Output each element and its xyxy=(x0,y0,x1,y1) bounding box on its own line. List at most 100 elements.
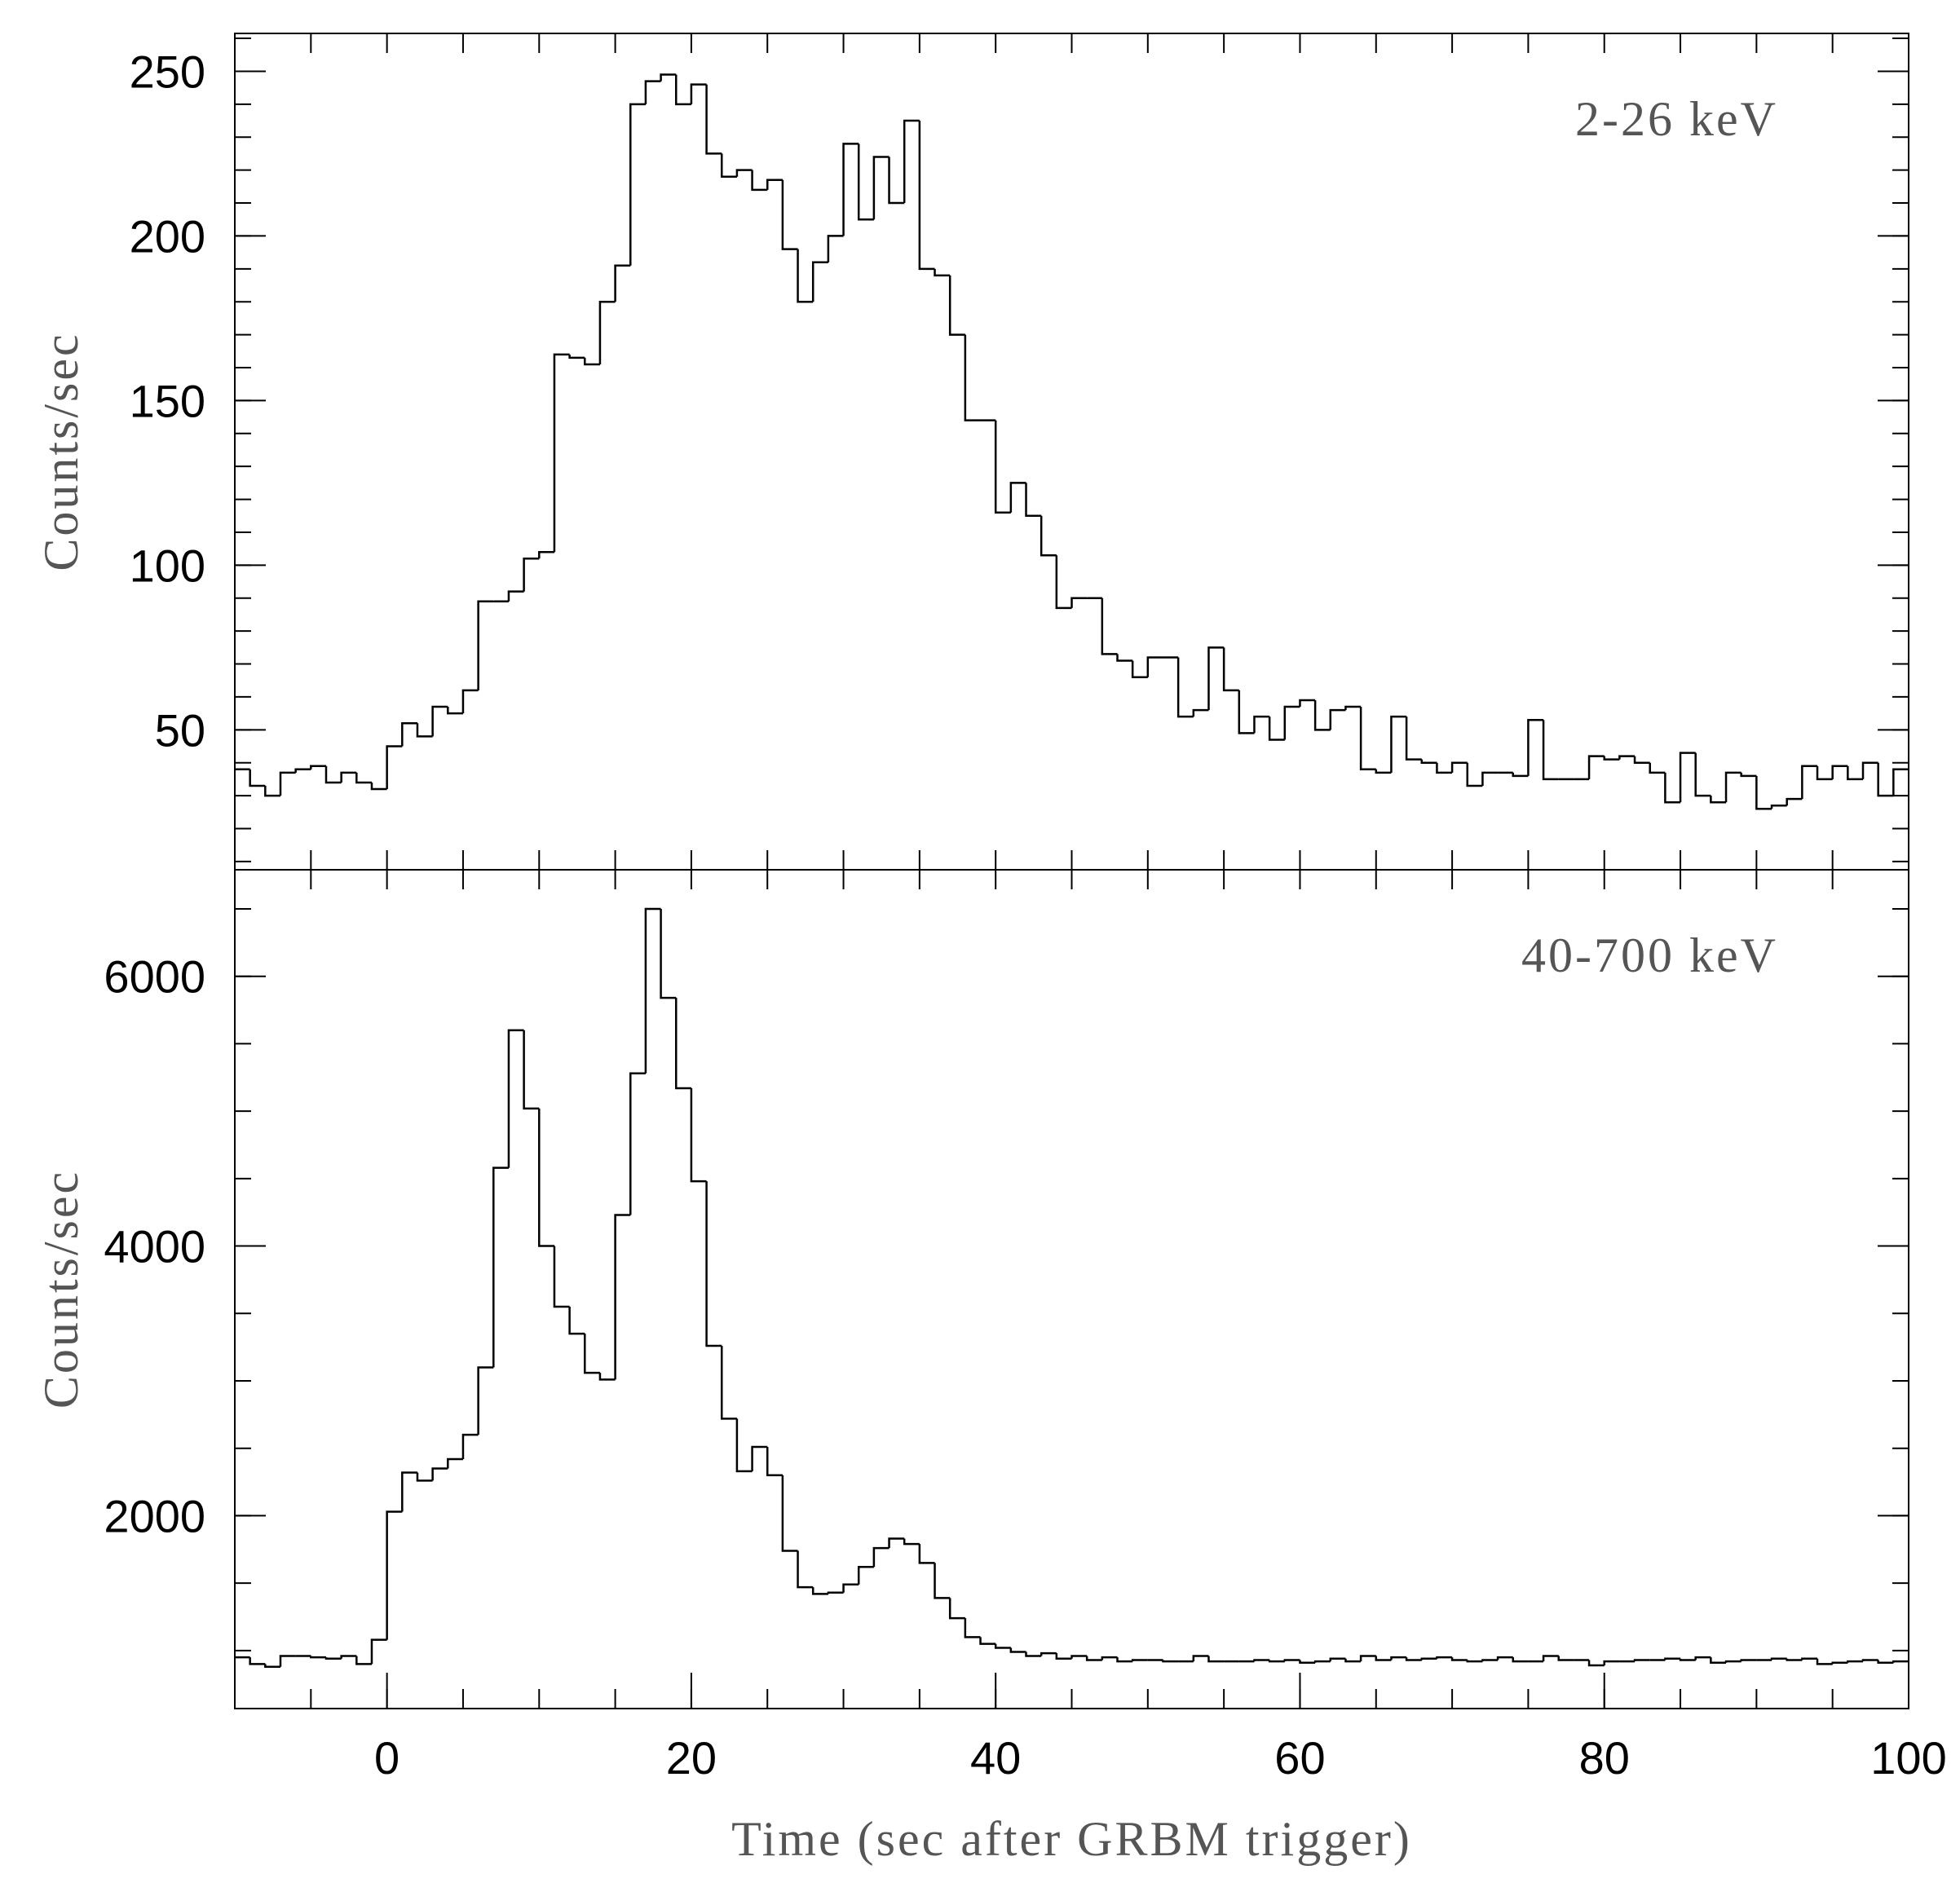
histogram-step xyxy=(340,1655,357,1659)
histogram-step xyxy=(842,1583,859,1593)
histogram-step xyxy=(1146,656,1163,677)
y-axis-label: Counts/sec xyxy=(34,332,88,571)
histogram-step xyxy=(401,721,417,747)
histogram-step xyxy=(1861,761,1878,779)
histogram-step xyxy=(690,1088,707,1183)
histogram-step xyxy=(1253,715,1270,734)
x-tick-label: 80 xyxy=(1579,1732,1630,1784)
histogram-step xyxy=(1679,752,1696,803)
histogram-step xyxy=(507,1029,524,1168)
histogram-step xyxy=(705,1181,722,1347)
histogram-step xyxy=(1055,555,1072,610)
histogram-step xyxy=(1025,1651,1042,1657)
y-axis-label: Counts/sec xyxy=(34,1170,88,1409)
histogram-step xyxy=(629,103,646,266)
histogram-step xyxy=(1025,483,1042,518)
histogram-step xyxy=(781,179,798,250)
histogram-step xyxy=(1436,762,1453,774)
histogram-step xyxy=(1192,1655,1209,1662)
histogram-step xyxy=(705,84,722,155)
histogram-step xyxy=(324,765,342,784)
histogram-step xyxy=(1664,1657,1681,1660)
histogram-step xyxy=(872,1546,890,1568)
histogram-step xyxy=(857,143,874,221)
histogram-step xyxy=(1359,1655,1376,1662)
histogram-step xyxy=(1861,1659,1878,1662)
histogram-step xyxy=(1481,771,1499,786)
histogram-step xyxy=(811,261,828,302)
histogram-step xyxy=(431,705,448,737)
histogram-step xyxy=(370,1638,387,1665)
histogram-step xyxy=(1816,1658,1833,1665)
histogram-step xyxy=(568,1307,585,1335)
histogram-step xyxy=(584,357,600,366)
histogram-step xyxy=(401,1471,417,1512)
histogram-step xyxy=(1253,1659,1270,1662)
histogram-step xyxy=(1512,1657,1529,1663)
histogram-step xyxy=(1344,705,1362,711)
histogram-step xyxy=(1542,1655,1559,1662)
histogram-step xyxy=(1268,1660,1285,1663)
histogram-step xyxy=(340,771,357,783)
y-tick-label: 4000 xyxy=(104,1221,205,1272)
histogram-step xyxy=(811,1587,828,1595)
histogram-step xyxy=(507,590,524,602)
histogram-step xyxy=(1055,1653,1072,1660)
histogram-step xyxy=(1679,1658,1696,1661)
histogram-step xyxy=(598,300,616,364)
histogram-step xyxy=(827,235,844,262)
x-tick-label: 100 xyxy=(1870,1732,1946,1784)
histogram-step xyxy=(1116,1657,1133,1663)
histogram-step xyxy=(979,1637,996,1645)
histogram-step xyxy=(1162,1660,1179,1663)
histogram-step xyxy=(994,420,1011,514)
histogram-step xyxy=(355,772,372,784)
histogram-step xyxy=(903,119,920,204)
histogram-step xyxy=(1131,660,1148,678)
histogram-step xyxy=(1466,762,1483,787)
histogram-step xyxy=(584,1334,600,1374)
histogram-step xyxy=(644,907,661,1074)
histogram-step xyxy=(1786,797,1803,806)
y-tick-label: 150 xyxy=(130,375,205,426)
x-tick-label: 60 xyxy=(1274,1732,1325,1784)
histogram-step xyxy=(1420,1657,1437,1660)
histogram-step xyxy=(1450,1657,1468,1661)
histogram-step xyxy=(264,1664,280,1668)
histogram-step xyxy=(1283,705,1300,740)
histogram-step xyxy=(1892,1660,1909,1663)
histogram-step xyxy=(416,1472,433,1482)
histogram-step xyxy=(903,1538,920,1546)
x-tick-label: 20 xyxy=(666,1732,717,1784)
histogram-step xyxy=(1329,708,1346,730)
histogram-step xyxy=(1299,699,1316,708)
histogram-step xyxy=(1740,1659,1757,1662)
histogram-step xyxy=(538,1108,554,1247)
histogram-step xyxy=(614,1214,631,1380)
histogram-step xyxy=(872,156,890,220)
histogram-step xyxy=(538,550,554,559)
histogram-step xyxy=(842,143,859,236)
annotation: 40-700 keV xyxy=(1521,928,1778,982)
histogram-step xyxy=(629,1072,646,1215)
histogram-step xyxy=(1299,1660,1316,1664)
histogram-step xyxy=(370,782,387,791)
histogram-step xyxy=(523,558,540,592)
histogram-step xyxy=(918,121,935,271)
x-axis-label: Time (sec after GRBM trigger) xyxy=(731,1812,1412,1866)
histogram-step xyxy=(1390,1656,1407,1660)
histogram-step xyxy=(1816,765,1833,781)
histogram-step xyxy=(1085,1656,1102,1661)
histogram-step xyxy=(827,1591,844,1594)
histogram-step xyxy=(1770,804,1787,809)
histogram-step xyxy=(1040,1651,1057,1656)
histogram-step xyxy=(1405,717,1422,761)
histogram-step xyxy=(1009,1647,1026,1653)
plot-frame xyxy=(234,869,1909,1709)
histogram-step xyxy=(1420,759,1437,764)
histogram-step xyxy=(1359,707,1376,771)
histogram-step xyxy=(888,157,905,205)
histogram-step xyxy=(1009,482,1026,513)
histogram-step xyxy=(1527,718,1544,776)
